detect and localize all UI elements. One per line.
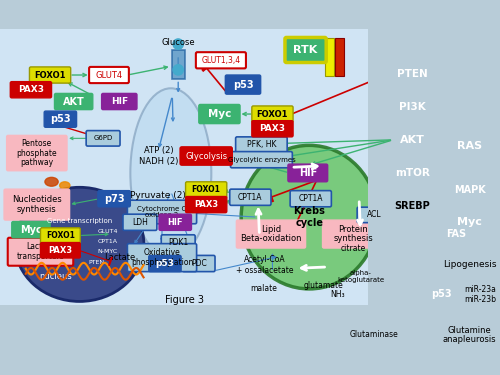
FancyBboxPatch shape	[86, 130, 120, 146]
Ellipse shape	[130, 88, 212, 258]
FancyBboxPatch shape	[12, 222, 50, 238]
FancyBboxPatch shape	[10, 82, 51, 98]
Text: Nucleotides
synthesis: Nucleotides synthesis	[12, 195, 62, 214]
Text: Glutamine
anapleurosis: Glutamine anapleurosis	[443, 326, 496, 344]
FancyBboxPatch shape	[357, 207, 391, 223]
Text: PDK1: PDK1	[168, 238, 188, 248]
Text: RTK: RTK	[294, 45, 318, 55]
FancyBboxPatch shape	[226, 75, 260, 94]
Text: PAX3: PAX3	[260, 124, 285, 133]
Text: p73: p73	[104, 194, 124, 204]
Text: ATP (2)
NADH (2): ATP (2) NADH (2)	[138, 146, 178, 166]
Ellipse shape	[60, 182, 70, 189]
Text: Protein
synthesis: Protein synthesis	[334, 225, 374, 243]
Text: GLUT1,3,4: GLUT1,3,4	[202, 56, 240, 65]
FancyBboxPatch shape	[40, 243, 80, 258]
Text: Glucose: Glucose	[162, 38, 195, 47]
Text: N-MYC: N-MYC	[97, 249, 117, 254]
FancyBboxPatch shape	[285, 38, 326, 63]
Text: FAS: FAS	[446, 229, 466, 239]
Text: LDH: LDH	[132, 218, 148, 227]
FancyBboxPatch shape	[123, 214, 157, 230]
FancyBboxPatch shape	[40, 228, 80, 243]
Text: malate: malate	[250, 284, 277, 293]
FancyBboxPatch shape	[236, 137, 287, 153]
Text: p53: p53	[232, 80, 254, 90]
Text: miR-23a
miR-23b: miR-23a miR-23b	[464, 285, 496, 304]
Text: PTEN: PTEN	[397, 69, 428, 78]
FancyBboxPatch shape	[102, 93, 137, 110]
FancyBboxPatch shape	[0, 25, 372, 310]
Text: p53: p53	[50, 114, 70, 124]
FancyBboxPatch shape	[159, 214, 192, 230]
Text: GLUT4: GLUT4	[96, 70, 122, 80]
FancyBboxPatch shape	[288, 164, 328, 182]
FancyBboxPatch shape	[236, 220, 306, 248]
FancyBboxPatch shape	[148, 255, 181, 272]
Text: Krebs
cycle: Krebs cycle	[294, 206, 325, 228]
FancyBboxPatch shape	[44, 111, 76, 127]
Text: Lactate
transporters: Lactate transporters	[16, 242, 64, 261]
FancyBboxPatch shape	[128, 200, 196, 224]
Text: FOXO1: FOXO1	[46, 231, 75, 240]
Text: Myc: Myc	[458, 217, 482, 227]
FancyBboxPatch shape	[182, 255, 215, 272]
FancyBboxPatch shape	[347, 325, 402, 345]
Circle shape	[173, 39, 184, 49]
Text: HIF: HIF	[168, 218, 183, 227]
Text: Lipogenesis: Lipogenesis	[443, 261, 496, 270]
Text: PAX3: PAX3	[48, 246, 72, 255]
FancyBboxPatch shape	[392, 163, 433, 183]
FancyBboxPatch shape	[392, 96, 433, 117]
Text: RAS: RAS	[457, 141, 482, 151]
Text: PDC: PDC	[191, 259, 206, 268]
Text: PI3K: PI3K	[399, 102, 425, 112]
Bar	[335, 38, 344, 76]
FancyBboxPatch shape	[438, 253, 500, 277]
Text: PTEN: PTEN	[88, 260, 104, 264]
FancyBboxPatch shape	[162, 235, 195, 251]
Text: FOXO1: FOXO1	[256, 110, 288, 118]
FancyBboxPatch shape	[54, 93, 93, 110]
Ellipse shape	[15, 187, 144, 302]
FancyBboxPatch shape	[435, 323, 500, 347]
Text: glutamate: glutamate	[304, 281, 344, 290]
FancyBboxPatch shape	[186, 182, 227, 198]
Text: CPT1A: CPT1A	[238, 193, 262, 202]
Text: Lactate: Lactate	[104, 253, 135, 262]
FancyBboxPatch shape	[4, 189, 70, 220]
FancyBboxPatch shape	[8, 238, 74, 266]
FancyBboxPatch shape	[322, 220, 384, 248]
FancyBboxPatch shape	[186, 196, 227, 213]
FancyBboxPatch shape	[290, 190, 332, 207]
Text: AKT: AKT	[63, 96, 84, 106]
FancyBboxPatch shape	[392, 62, 433, 86]
Bar	[172, 50, 185, 80]
Text: Lipid
Beta-oxidation: Lipid Beta-oxidation	[240, 225, 302, 243]
Text: alpha-
ketoglutarate: alpha- ketoglutarate	[338, 270, 384, 282]
Text: Glutaminase: Glutaminase	[350, 330, 399, 339]
Text: Acetyl-CoA
+ ossalacetate: Acetyl-CoA + ossalacetate	[236, 255, 294, 275]
Text: PAX3: PAX3	[18, 85, 44, 94]
Text: GLUT4: GLUT4	[97, 230, 117, 234]
Ellipse shape	[241, 146, 378, 289]
Text: citrate: citrate	[341, 244, 366, 253]
Circle shape	[173, 65, 184, 75]
Text: Cytochrome C
oxidase 2: Cytochrome C oxidase 2	[138, 206, 186, 218]
Text: PAX3: PAX3	[194, 200, 218, 209]
FancyBboxPatch shape	[454, 283, 500, 306]
FancyBboxPatch shape	[230, 152, 292, 168]
Text: p53: p53	[432, 290, 452, 300]
Text: FOXO1: FOXO1	[192, 185, 220, 194]
Text: p53: p53	[156, 259, 174, 268]
FancyBboxPatch shape	[230, 189, 271, 206]
Text: mTOR: mTOR	[395, 168, 430, 178]
FancyBboxPatch shape	[89, 67, 129, 83]
Text: PFK, HK: PFK, HK	[246, 141, 276, 150]
Text: Myc: Myc	[20, 225, 42, 235]
FancyBboxPatch shape	[440, 225, 474, 243]
FancyBboxPatch shape	[449, 180, 490, 200]
Text: nucleus: nucleus	[39, 272, 72, 280]
FancyBboxPatch shape	[6, 135, 67, 171]
FancyBboxPatch shape	[392, 129, 433, 150]
